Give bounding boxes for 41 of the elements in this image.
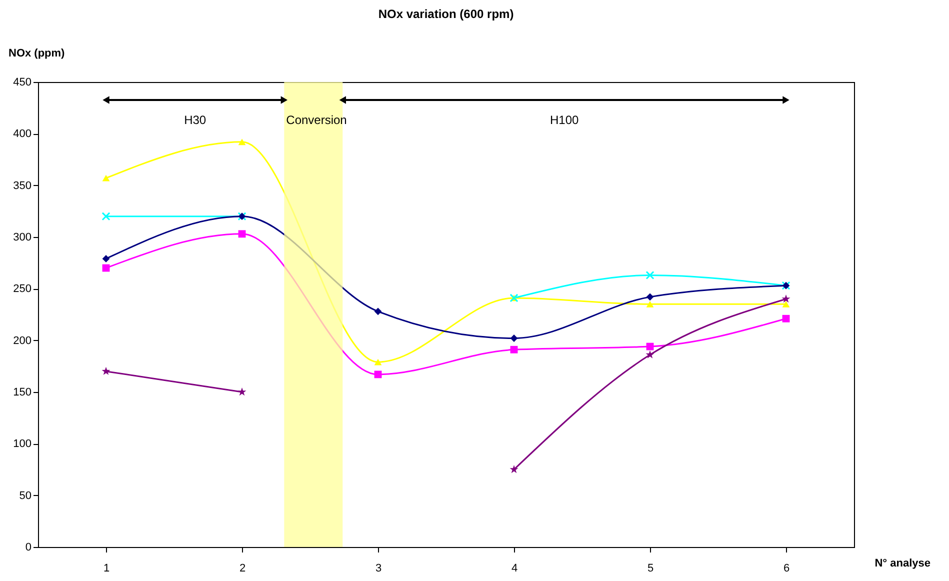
point bbox=[782, 294, 790, 303]
point bbox=[374, 358, 382, 366]
band-label: Conversion bbox=[286, 113, 347, 127]
y-tick-label: 450 bbox=[13, 76, 32, 88]
y-tick-label: 50 bbox=[19, 490, 32, 502]
point bbox=[238, 138, 246, 146]
y-tick-label: 0 bbox=[25, 542, 32, 554]
point bbox=[510, 346, 518, 354]
x-tick-label: 2 bbox=[239, 562, 246, 574]
y-tick-label: 350 bbox=[13, 180, 32, 192]
point bbox=[646, 270, 654, 280]
y-tick-label: 400 bbox=[13, 128, 32, 140]
point bbox=[782, 314, 790, 322]
x-tick-label: 1 bbox=[103, 562, 110, 574]
point bbox=[646, 300, 654, 308]
x-tick-label: 6 bbox=[783, 562, 790, 574]
point bbox=[646, 350, 654, 358]
point bbox=[510, 465, 518, 474]
point bbox=[102, 366, 110, 375]
y-tick-label: 150 bbox=[13, 386, 32, 398]
x-axis-title: N° analyse bbox=[874, 558, 930, 570]
point bbox=[782, 300, 790, 308]
y-tick-label: 100 bbox=[13, 438, 32, 450]
point bbox=[102, 174, 110, 182]
y-axis-title: NOx (ppm) bbox=[8, 48, 66, 60]
point bbox=[238, 230, 246, 238]
x-tick-label: 4 bbox=[511, 562, 518, 574]
y-tick-label: 200 bbox=[13, 334, 32, 347]
x-tick-label: 3 bbox=[375, 562, 382, 574]
point bbox=[102, 212, 110, 221]
annotation: H30 bbox=[184, 113, 206, 127]
chart-title: NOx variation (600 rpm) bbox=[378, 7, 514, 21]
point bbox=[646, 293, 654, 301]
annotation: H100 bbox=[550, 113, 579, 127]
point bbox=[374, 308, 382, 316]
point bbox=[102, 254, 110, 262]
x-tick-label: 5 bbox=[647, 562, 654, 574]
point bbox=[374, 370, 382, 378]
y-tick-label: 300 bbox=[13, 232, 32, 244]
point bbox=[238, 388, 246, 396]
y-tick-label: 250 bbox=[13, 283, 32, 296]
